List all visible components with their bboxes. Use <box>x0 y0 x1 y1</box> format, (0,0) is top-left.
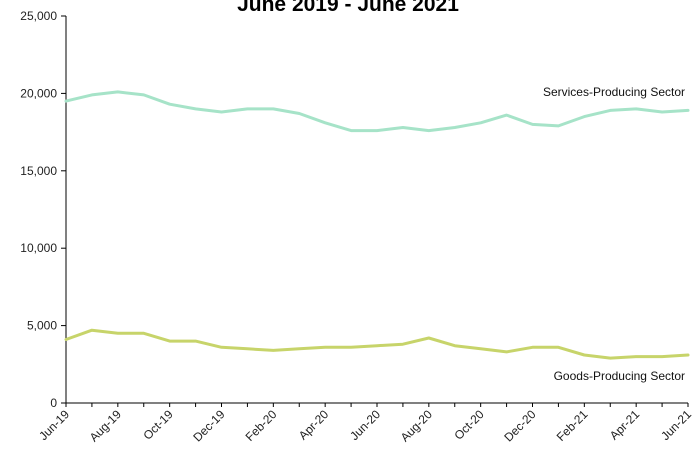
y-tick-label: 0 <box>50 396 57 410</box>
series-line-1 <box>64 328 690 360</box>
x-tick-label: Dec-19 <box>190 407 227 444</box>
series-labels: Services-Producing Sector Goods-Producing… <box>543 85 685 383</box>
x-tick-label: Jun-21 <box>658 407 694 443</box>
x-tick-label: Aug-20 <box>398 407 435 444</box>
chart-title: June 2019 - June 2021 <box>237 0 459 16</box>
y-tick-label: 25,000 <box>20 9 57 23</box>
x-tick-label: Feb-21 <box>554 407 591 444</box>
y-tick-label: 5,000 <box>27 319 57 333</box>
series-layer <box>64 90 690 360</box>
x-tick-label: Oct-20 <box>451 407 487 443</box>
series-line-0 <box>64 90 690 133</box>
x-axis: Jun-19 Aug-19 Oct-19 Dec-19 Feb-20 Apr-20 Jun-… <box>36 402 694 444</box>
y-tick-label: 20,000 <box>20 86 57 100</box>
x-tick-label: Feb-20 <box>243 407 280 444</box>
series-label-1: Goods-Producing Sector <box>554 369 685 383</box>
x-tick-label: Oct-19 <box>140 407 176 443</box>
x-tick-label: Jun-20 <box>347 407 383 443</box>
x-tick-label: Apr-21 <box>607 407 643 443</box>
x-tick-label: Apr-20 <box>296 407 332 443</box>
x-tick-label: Aug-19 <box>87 407 124 444</box>
y-tick-label: 15,000 <box>20 164 57 178</box>
y-axis: 0 5,000 10,000 15,000 20,000 25,000 <box>20 9 67 410</box>
x-tick-label: Jun-19 <box>36 407 72 443</box>
x-tick-label: Dec-20 <box>501 407 538 444</box>
y-tick-label: 10,000 <box>20 241 57 255</box>
series-label-0: Services-Producing Sector <box>543 85 685 99</box>
